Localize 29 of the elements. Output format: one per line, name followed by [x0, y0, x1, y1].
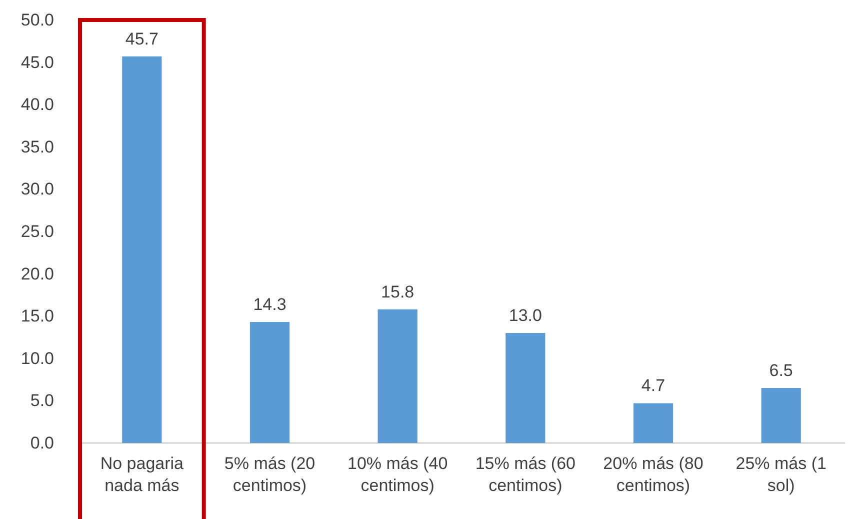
x-tick-label: 20% más (80 centimos) [603, 454, 704, 496]
y-tick-label: 30.0 [20, 180, 54, 199]
bar [378, 309, 418, 443]
y-tick-label: 50.0 [20, 10, 54, 30]
data-label: 45.7 [125, 29, 158, 48]
data-label: 13.0 [508, 306, 542, 326]
x-tick-label: 25% más (1 sol) [736, 454, 826, 496]
y-tick-label: 45.0 [20, 52, 54, 72]
x-tick-label: 10% más (40 centimos) [347, 454, 448, 496]
y-tick-label: 0.0 [30, 433, 54, 452]
x-tick-label: 15% más (60 centimos) [475, 454, 576, 496]
y-tick-label: 35.0 [20, 137, 54, 156]
y-tick-label: 40.0 [20, 95, 54, 114]
data-label: 14.3 [253, 295, 286, 314]
y-tick-label: 15.0 [20, 306, 54, 326]
bar [761, 388, 801, 443]
data-label: 15.8 [381, 282, 414, 302]
data-label: 6.5 [769, 361, 793, 380]
x-tick-label: No pagaria nada más [100, 454, 184, 496]
bar [122, 56, 162, 443]
y-tick-label: 25.0 [20, 222, 54, 241]
y-tick-label: 10.0 [20, 348, 54, 368]
y-tick-label: 20.0 [20, 264, 54, 284]
x-tick-label: 5% más (20 centimos) [224, 454, 316, 496]
y-tick-label: 5.0 [30, 391, 54, 410]
data-label: 4.7 [641, 376, 666, 396]
bar [250, 322, 290, 443]
bar [633, 403, 674, 443]
bar [506, 333, 546, 443]
